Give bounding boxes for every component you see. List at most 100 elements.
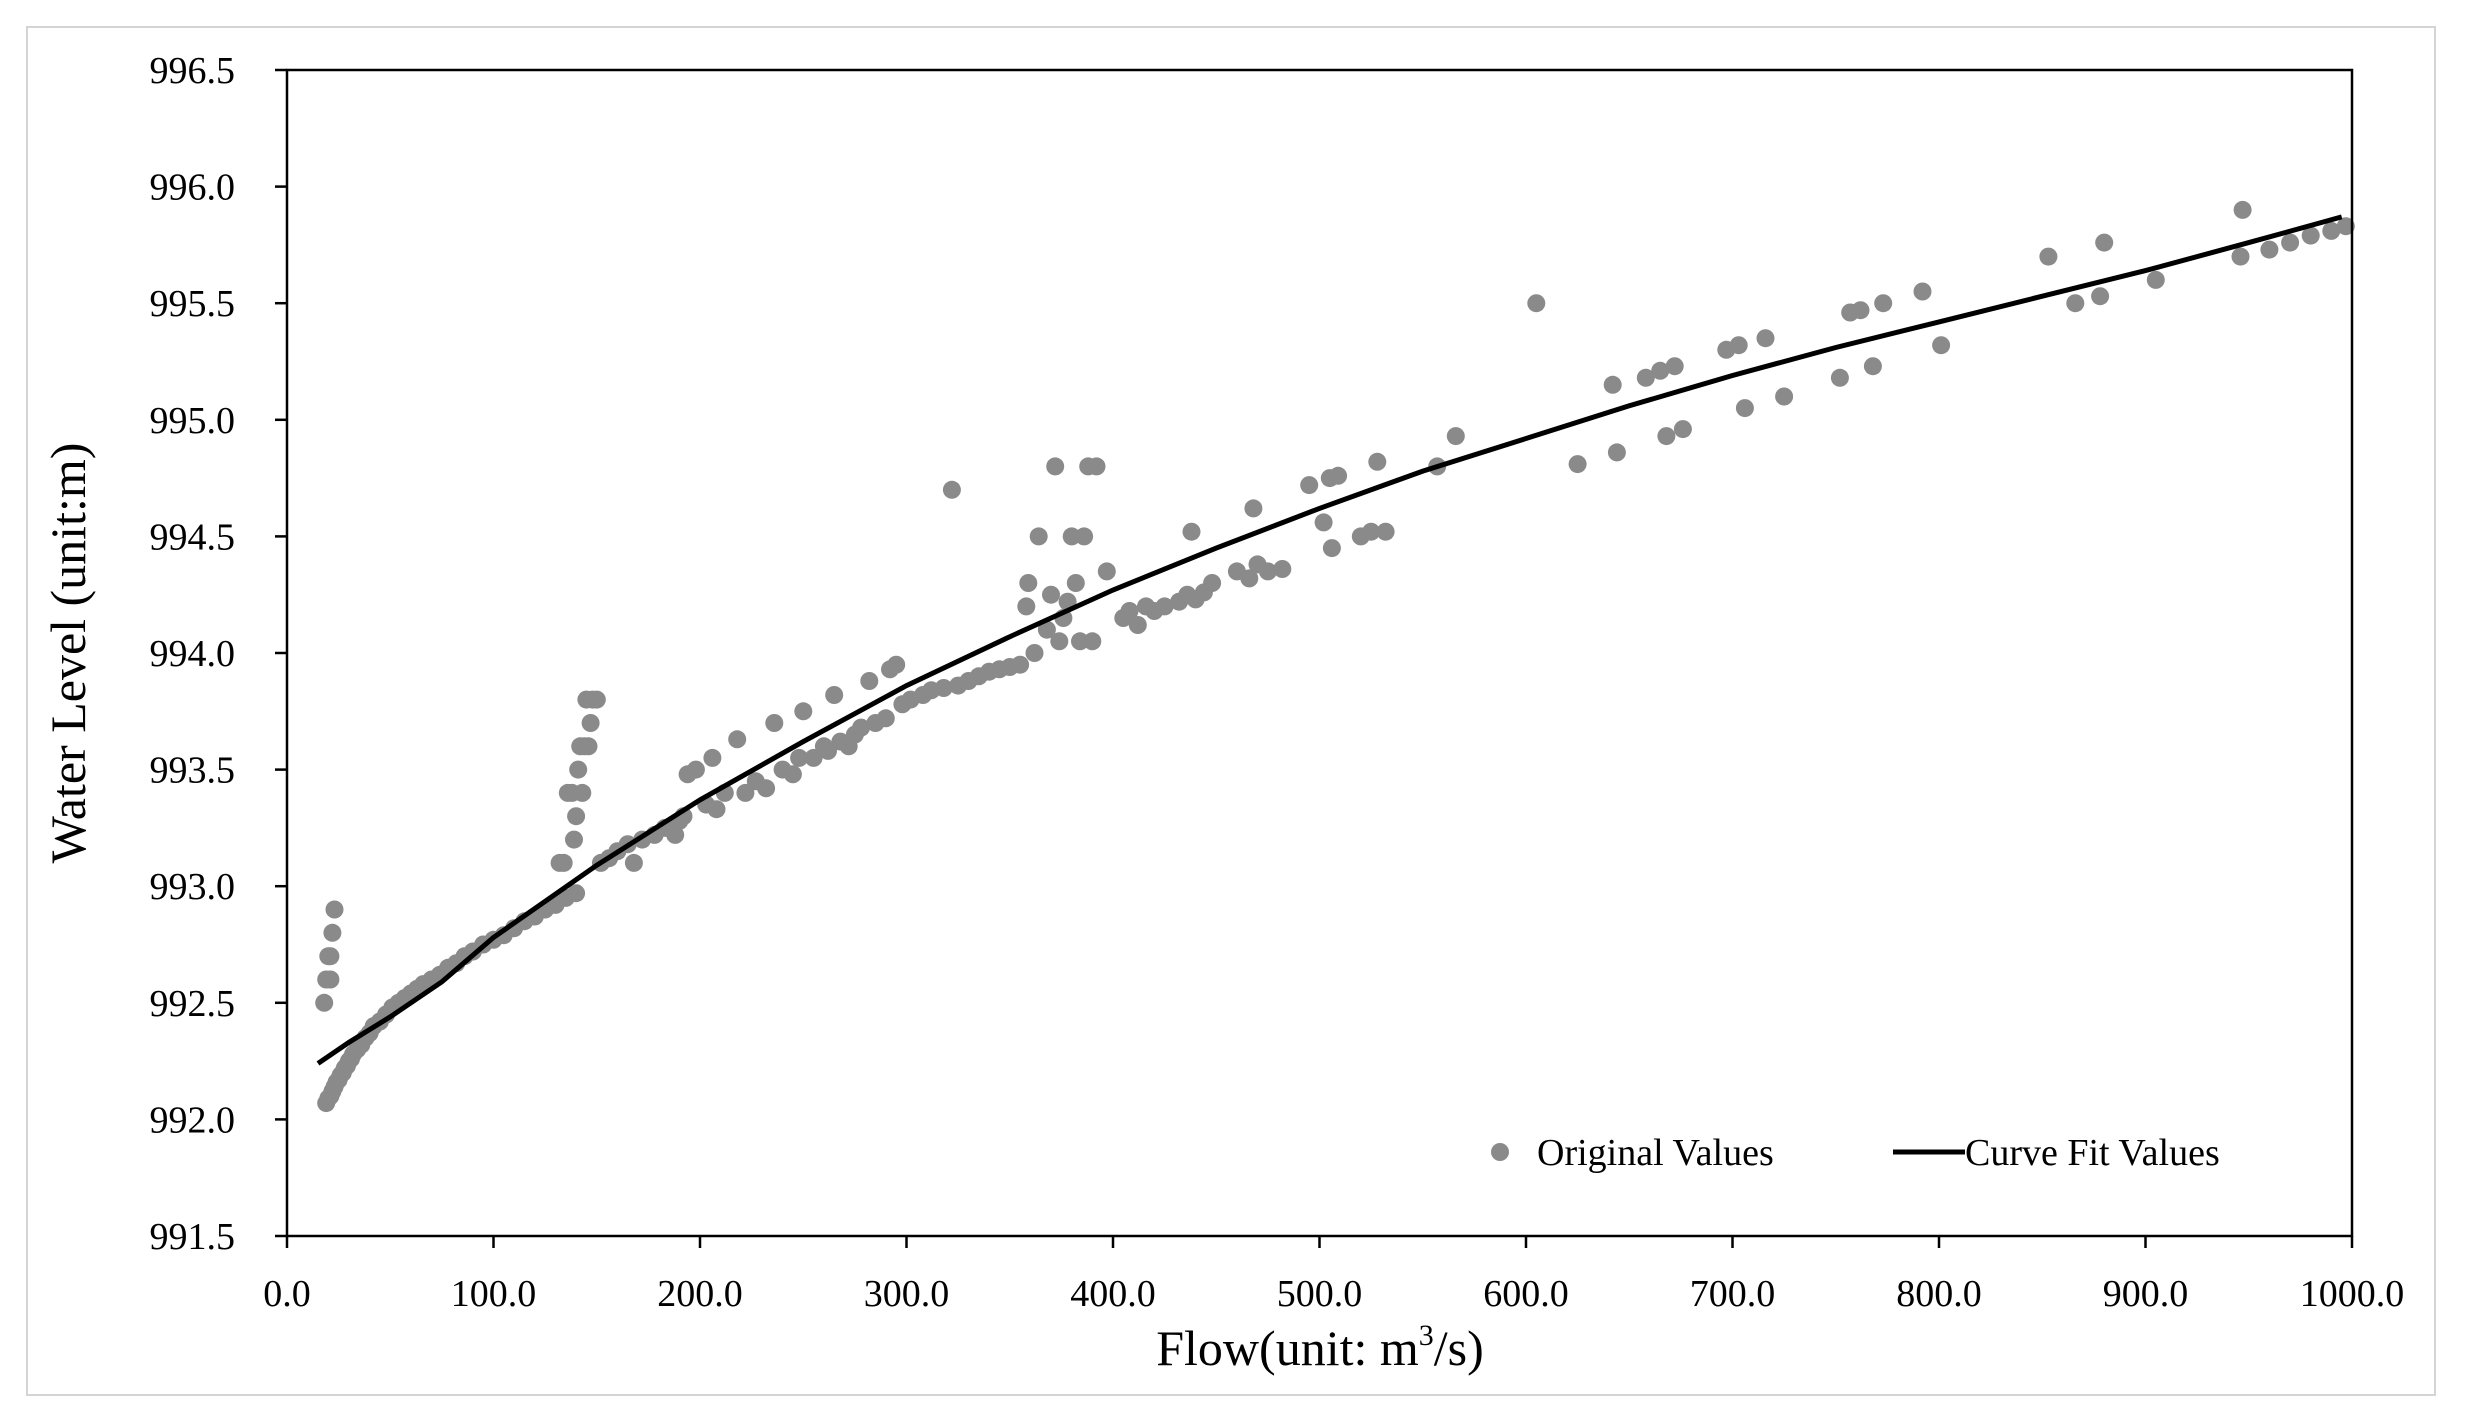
data-point xyxy=(1046,457,1065,476)
plot-area-border xyxy=(285,68,2354,1238)
data-point xyxy=(1651,361,1670,380)
legend-label-curve-fit: Curve Fit Values xyxy=(1965,1132,2220,1174)
data-point xyxy=(1830,368,1849,387)
data-point xyxy=(1097,562,1116,581)
data-point xyxy=(1913,282,1932,301)
y-tick-label: 992.5 xyxy=(150,983,236,1025)
data-point xyxy=(567,807,586,826)
data-point xyxy=(1657,427,1676,446)
data-point xyxy=(728,730,747,749)
data-point xyxy=(666,825,685,844)
data-point xyxy=(1863,357,1882,376)
scatter-series-original-values xyxy=(315,200,2355,1113)
data-point xyxy=(860,672,879,690)
data-point xyxy=(757,779,776,798)
data-point xyxy=(1775,387,1794,406)
x-tick-label: 900.0 xyxy=(2103,1273,2189,1315)
y-tick-label: 993.0 xyxy=(150,866,236,908)
data-point xyxy=(852,718,871,737)
data-point xyxy=(1029,527,1048,546)
data-point xyxy=(825,686,844,704)
data-point xyxy=(1182,522,1201,541)
data-point xyxy=(2231,247,2250,266)
x-tick-label: 1000.0 xyxy=(2300,1273,2405,1315)
data-point xyxy=(1851,301,1870,320)
data-point xyxy=(2146,270,2165,289)
data-point xyxy=(686,760,705,779)
data-point xyxy=(573,783,592,802)
data-point xyxy=(876,709,895,728)
data-point xyxy=(2322,221,2341,240)
x-tick-label: 200.0 xyxy=(657,1273,743,1315)
data-point xyxy=(579,737,598,756)
data-point xyxy=(887,655,906,674)
data-point xyxy=(567,884,586,903)
curve-fit-line xyxy=(316,214,2343,1066)
x-tick-label: 700.0 xyxy=(1690,1273,1776,1315)
x-axis-label-main: Flow(unit: m xyxy=(1156,1320,1419,1376)
data-point xyxy=(2066,294,2085,313)
y-tick-label: 994.0 xyxy=(150,633,236,675)
y-tick-label: 995.0 xyxy=(150,400,236,442)
data-point xyxy=(1120,602,1139,620)
data-point xyxy=(765,714,784,732)
data-point xyxy=(315,993,334,1012)
y-tick-label: 995.5 xyxy=(150,283,236,325)
x-tick-label: 600.0 xyxy=(1483,1273,1569,1315)
y-tick-label: 994.5 xyxy=(150,516,236,558)
data-point xyxy=(1011,655,1030,674)
data-point xyxy=(1128,616,1147,634)
data-point xyxy=(1636,368,1655,387)
data-point xyxy=(2281,233,2300,252)
data-point xyxy=(942,480,961,499)
data-point xyxy=(1607,443,1626,462)
data-point xyxy=(1329,466,1348,485)
data-point xyxy=(581,714,600,732)
data-point xyxy=(2095,233,2114,252)
data-point xyxy=(1155,597,1174,616)
data-point xyxy=(1322,539,1341,558)
data-point xyxy=(565,830,583,849)
legend-marker-original-values xyxy=(1491,1143,1509,1161)
data-point xyxy=(2233,200,2252,219)
data-point xyxy=(1603,375,1622,394)
x-tick-label: 300.0 xyxy=(864,1273,950,1315)
data-point xyxy=(1874,294,1893,313)
data-point xyxy=(1066,574,1085,592)
x-tick-label: 400.0 xyxy=(1070,1273,1156,1315)
y-axis-ticks: 991.5 992.0 992.5 993.0 993.5 994.0 994.5 995.0… xyxy=(150,50,287,1258)
data-point xyxy=(1025,644,1044,662)
data-point xyxy=(819,741,837,760)
legend-label-original-values: Original Values xyxy=(1537,1132,1774,1174)
data-point xyxy=(321,970,340,989)
data-point xyxy=(2301,226,2320,245)
x-axis-ticks: 0.0 100.0 200.0 300.0 400.0 500.0 600.0 700.0 80… xyxy=(263,1236,2404,1315)
data-point xyxy=(804,748,823,767)
x-tick-label: 100.0 xyxy=(451,1273,537,1315)
x-axis-label-tail: /s) xyxy=(1434,1320,1484,1376)
data-point xyxy=(1735,399,1754,418)
data-point xyxy=(1376,522,1395,541)
data-point xyxy=(1273,560,1292,578)
data-point xyxy=(1075,527,1094,546)
y-tick-label: 992.0 xyxy=(150,1099,236,1141)
data-point xyxy=(1446,427,1465,446)
x-tick-label: 500.0 xyxy=(1277,1273,1363,1315)
data-point xyxy=(783,765,802,784)
data-point xyxy=(323,923,342,942)
data-point xyxy=(1203,574,1222,592)
data-point xyxy=(1050,632,1069,651)
data-point xyxy=(624,853,643,872)
data-point xyxy=(1071,632,1089,651)
data-point xyxy=(707,800,726,819)
chart-frame xyxy=(26,26,2436,1396)
data-point xyxy=(554,853,573,872)
data-point xyxy=(587,690,606,709)
y-tick-label: 991.5 xyxy=(150,1216,236,1258)
y-tick-label: 993.5 xyxy=(150,750,236,792)
data-point xyxy=(1087,457,1106,476)
data-point xyxy=(325,900,344,919)
data-point xyxy=(2260,240,2279,259)
data-point xyxy=(1568,455,1587,474)
